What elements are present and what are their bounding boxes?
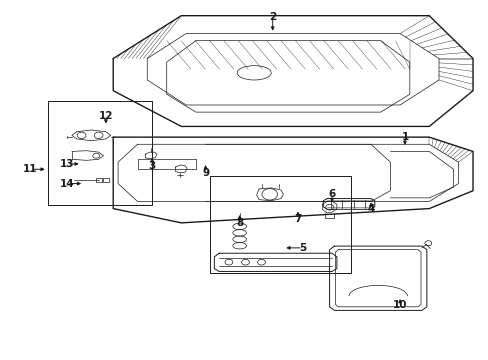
Text: 3: 3 — [148, 161, 155, 171]
Text: 5: 5 — [299, 243, 306, 253]
Text: 1: 1 — [401, 132, 408, 142]
Bar — [210, 176, 351, 273]
Bar — [47, 102, 152, 205]
Bar — [103, 178, 109, 182]
Text: 10: 10 — [392, 300, 407, 310]
Text: 6: 6 — [328, 189, 335, 199]
Text: 14: 14 — [60, 179, 74, 189]
Text: 11: 11 — [23, 164, 38, 174]
Text: 12: 12 — [99, 111, 113, 121]
Text: 8: 8 — [236, 218, 243, 228]
Text: 2: 2 — [268, 13, 276, 22]
Text: 7: 7 — [294, 214, 301, 224]
Text: 9: 9 — [202, 168, 209, 178]
Text: 4: 4 — [366, 203, 374, 213]
Bar — [96, 178, 102, 182]
Text: 13: 13 — [60, 159, 74, 169]
